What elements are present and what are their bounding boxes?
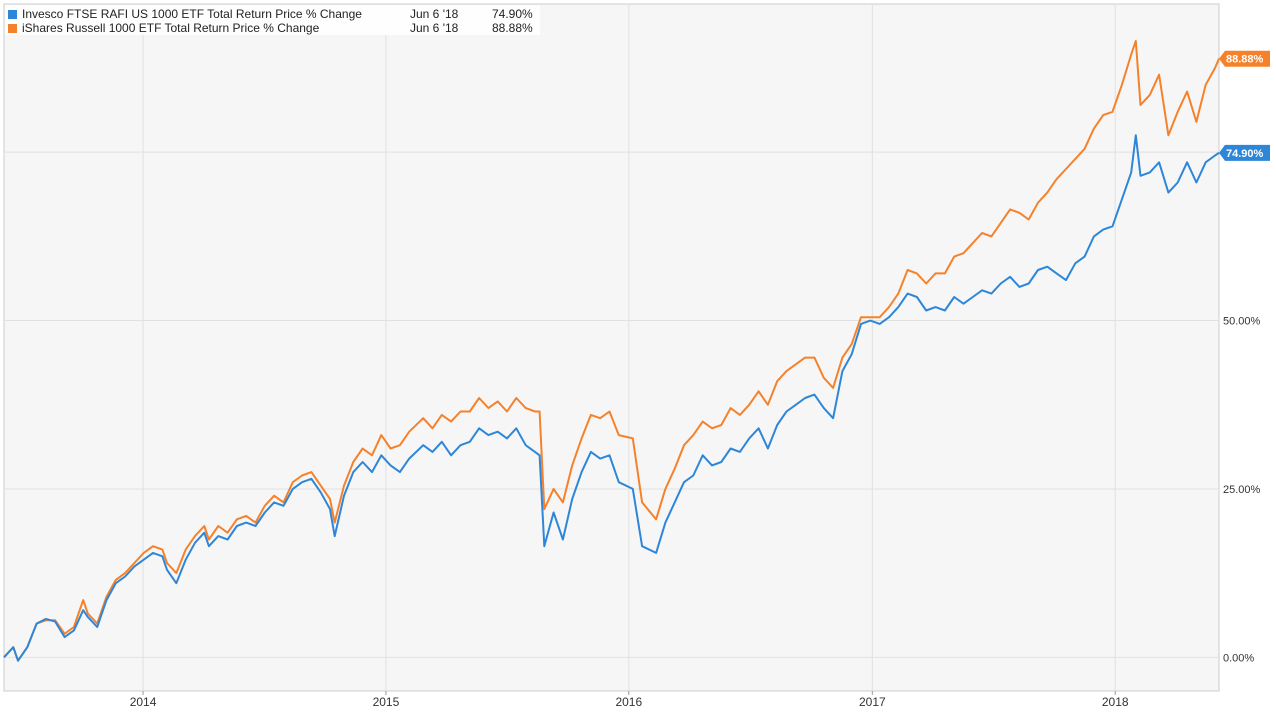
legend: Invesco FTSE RAFI US 1000 ETF Total Retu… [5, 5, 540, 35]
legend-value: 88.88% [492, 21, 533, 35]
legend-background [5, 5, 540, 35]
legend-date: Jun 6 '18 [410, 21, 459, 35]
x-tick-label: 2017 [859, 695, 886, 709]
series-lines [3, 40, 1220, 662]
end-label-text: 74.90% [1226, 148, 1264, 160]
legend-series-name: iShares Russell 1000 ETF Total Return Pr… [22, 21, 320, 35]
end-value-label: 88.88% [1219, 50, 1270, 67]
end-value-label: 74.90% [1219, 144, 1270, 161]
end-value-labels: 88.88% 74.90% [1219, 50, 1270, 161]
end-label-tag [1219, 144, 1270, 161]
legend-series-name: Invesco FTSE RAFI US 1000 ETF Total Retu… [22, 7, 362, 21]
end-label-tag [1219, 50, 1270, 67]
y-tick-label: 50.00% [1223, 316, 1261, 328]
x-axis-ticks: 2014 2015 2016 2017 2018 [130, 691, 1129, 709]
plot-background [3, 3, 1220, 692]
gridlines [4, 4, 1219, 691]
legend-swatch [8, 24, 17, 33]
series-line [3, 40, 1220, 662]
y-tick-label: 25.00% [1223, 484, 1261, 496]
y-tick-label: 0.00% [1223, 652, 1254, 664]
y-axis-ticks: 0.00%25.00%50.00%75.00% [1223, 147, 1261, 664]
series-line [3, 134, 1220, 662]
legend-value: 74.90% [492, 7, 533, 21]
legend-swatch [8, 10, 17, 19]
x-tick-label: 2018 [1102, 695, 1129, 709]
end-label-text: 88.88% [1226, 54, 1264, 66]
x-tick-label: 2015 [373, 695, 400, 709]
x-tick-label: 2014 [130, 695, 157, 709]
legend-date: Jun 6 '18 [410, 7, 459, 21]
x-tick-label: 2016 [615, 695, 642, 709]
